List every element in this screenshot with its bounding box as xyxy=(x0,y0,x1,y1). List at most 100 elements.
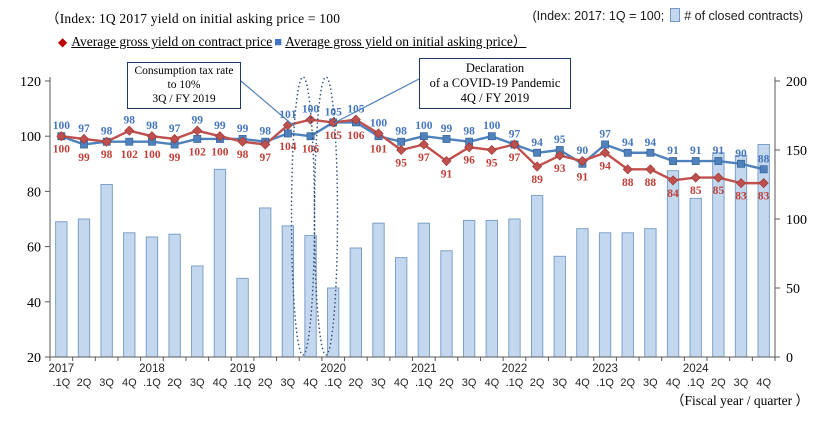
asking-yield-point xyxy=(442,135,451,143)
asking-yield-label: 99 xyxy=(441,123,453,135)
closed-contracts-bar xyxy=(508,218,521,358)
covid-annotation-line1: Declaration xyxy=(465,61,525,75)
x-axis-quarter-label: 2Q xyxy=(711,377,726,389)
asking-yield-label: 105 xyxy=(325,106,343,118)
asking-yield-point xyxy=(691,157,700,165)
contract-yield-label: 84 xyxy=(667,188,679,200)
contract-yield-point xyxy=(441,156,452,167)
closed-contracts-bar xyxy=(757,144,770,358)
x-axis-quarter-label: .1Q xyxy=(415,377,433,389)
asking-yield-point xyxy=(193,135,202,143)
x-axis-quarter-label: 2Q xyxy=(620,377,635,389)
x-axis-quarter-label: 4Q xyxy=(756,377,771,389)
contract-yield-point xyxy=(78,133,90,144)
contract-yield-point xyxy=(146,131,157,142)
contract-yield-label: 97 xyxy=(509,152,521,164)
contract-yield-label: 85 xyxy=(713,185,725,197)
asking-yield-point xyxy=(533,148,542,157)
right-note-prefix: (Index: 2017: 1Q = 100; xyxy=(532,9,665,23)
left-axis-tick-label: 120 xyxy=(20,75,41,90)
x-axis-year-label: 2018 xyxy=(139,363,165,375)
right-axis-tick-label: 200 xyxy=(786,75,807,90)
contract-yield-point xyxy=(56,131,67,142)
left-axis-tick-label: 80 xyxy=(27,185,41,200)
closed-contracts-bar xyxy=(55,221,68,358)
asking-yield-label: 97 xyxy=(599,128,611,140)
contract-yield-label: 95 xyxy=(486,158,498,170)
asking-yield-label: 90 xyxy=(577,145,589,157)
covid-annotation-line3: 4Q / FY 2019 xyxy=(460,91,530,105)
data-labels-layer: 100 100 97 99 98 98 98 102 98 100 97 99 99 102 99 100 99… xyxy=(53,104,770,203)
x-axis-quarter-label: 4Q xyxy=(575,377,590,389)
contract-yield-label: 95 xyxy=(395,158,407,170)
asking-yield-square-icon: ■ xyxy=(274,34,283,49)
asking-yield-label: 100 xyxy=(483,120,501,132)
asking-yield-label: 91 xyxy=(690,145,702,157)
contract-yield-label: 91 xyxy=(441,169,453,181)
contract-yield-label: 102 xyxy=(189,146,207,158)
closed-contracts-bar xyxy=(417,222,430,358)
x-axis-quarter-label: 2Q xyxy=(349,377,364,389)
tax-annotation-connector xyxy=(234,75,295,127)
contract-yield-point xyxy=(532,161,543,172)
asking-yield-label: 94 xyxy=(622,137,634,149)
left-axis-tick-label: 40 xyxy=(27,296,41,311)
asking-yield-point xyxy=(646,148,655,157)
closed-contracts-bar xyxy=(712,152,725,358)
x-axis-quarter-label: 2Q xyxy=(258,377,273,389)
x-axis-quarter-label: .1Q xyxy=(687,377,705,389)
x-axis-year-label: 2017 xyxy=(49,363,75,375)
contract-yield-point xyxy=(192,125,203,136)
contract-yield-point xyxy=(169,133,180,144)
x-axis-quarter-label: 3Q xyxy=(281,377,296,389)
contract-yield-label: 93 xyxy=(554,163,566,175)
contract-yield-point xyxy=(418,139,429,150)
covid-highlight-ellipse-2 xyxy=(313,76,339,356)
contract-yield-label: 97 xyxy=(259,152,271,164)
asking-yield-label: 97 xyxy=(509,128,521,140)
closed-contracts-bar xyxy=(395,257,408,358)
asking-yield-label: 88 xyxy=(758,153,770,165)
x-axis-quarter-label: .1Q xyxy=(234,377,252,389)
asking-yield-label: 94 xyxy=(531,137,543,149)
x-axis-quarter-label: 4Q xyxy=(213,377,228,389)
closed-contracts-bar xyxy=(440,250,453,358)
asking-yield-point xyxy=(714,157,723,165)
x-axis-quarter-label: 2Q xyxy=(77,377,92,389)
bars-layer xyxy=(55,144,770,358)
contract-yield-label: 98 xyxy=(101,149,113,161)
asking-yield-point xyxy=(487,132,496,141)
covid-annotation-line2: of a COVID-19 Pandemic xyxy=(429,76,561,90)
index-note-right: (Index: 2017: 1Q = 100; # of closed contr… xyxy=(532,8,803,23)
x-axis-quarter-label: 2Q xyxy=(439,377,454,389)
contract-yield-point xyxy=(690,172,701,183)
x-axis-quarter-label: 4Q xyxy=(394,377,409,389)
asking-yield-point xyxy=(283,129,292,138)
asking-yield-label: 100 xyxy=(415,120,433,132)
contract-yield-label: 106 xyxy=(347,130,365,142)
asking-yield-label: 99 xyxy=(192,115,204,127)
x-axis-year-label: 2024 xyxy=(683,363,709,375)
contract-yield-point xyxy=(486,144,497,156)
closed-contracts-bar xyxy=(576,228,589,358)
asking-yield-label: 97 xyxy=(78,123,90,135)
asking-yield-label: 98 xyxy=(463,126,475,138)
contract-yield-label: 99 xyxy=(78,152,90,164)
asking-yield-point xyxy=(419,132,428,141)
asking-yield-label: 98 xyxy=(259,126,271,138)
x-axis-quarter-label: 3Q xyxy=(552,377,567,389)
closed-contracts-bar xyxy=(689,197,702,358)
x-axis-quarter-label: 3Q xyxy=(643,377,658,389)
contract-yield-label: 96 xyxy=(463,155,475,167)
contract-yield-point xyxy=(101,136,112,147)
left-axis-tick-label: 100 xyxy=(20,130,41,145)
contract-yield-label: 88 xyxy=(645,177,657,189)
asking-yield-label: 100 xyxy=(53,120,71,132)
closed-contracts-bar xyxy=(462,219,476,358)
x-axis-year-label: 2019 xyxy=(230,363,256,375)
contract-yield-point xyxy=(237,136,248,147)
closed-contracts-bar xyxy=(372,222,385,358)
closed-contracts-bar xyxy=(168,233,181,358)
right-axis-tick-label: 150 xyxy=(786,144,807,159)
